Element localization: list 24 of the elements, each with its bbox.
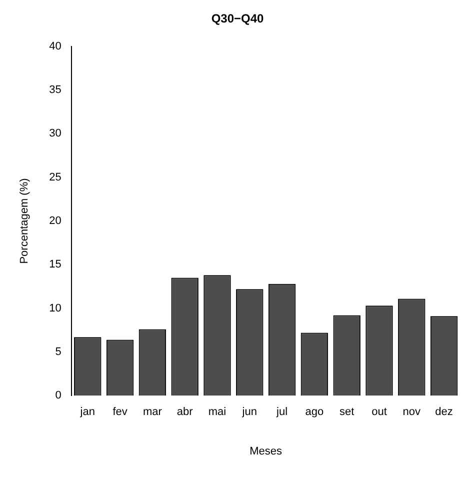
x-tick-label: nov [402,406,422,418]
x-tick-label: fev [112,406,128,418]
chart-title: Q30−Q40 [211,12,264,26]
x-tick-label: jul [276,406,288,418]
x-tick-label: mai [208,406,226,418]
x-tick-label: out [372,406,387,418]
y-tick-label: 20 [49,215,62,228]
x-tick-label: mar [142,406,162,418]
y-tick-label: 40 [49,40,62,52]
x-tick-label: set [340,406,354,418]
x-tick-label: abr [176,406,194,418]
y-tick-label: 30 [49,128,62,140]
y-tick-label: 10 [49,302,62,314]
x-axis-title: Meses [250,445,283,458]
x-tick-label: jan [79,406,95,418]
y-axis-title: Porcentagem (%) [18,178,31,264]
y-tick-label: 25 [49,171,62,184]
x-tick-label: ago [305,406,324,418]
x-tick-label: dez [435,406,453,418]
y-tick-label: 5 [55,346,62,358]
y-tick-label: 15 [49,258,62,271]
y-tick-label: 0 [55,390,62,402]
y-tick-label: 35 [49,84,62,96]
x-tick-label: jun [241,406,257,418]
